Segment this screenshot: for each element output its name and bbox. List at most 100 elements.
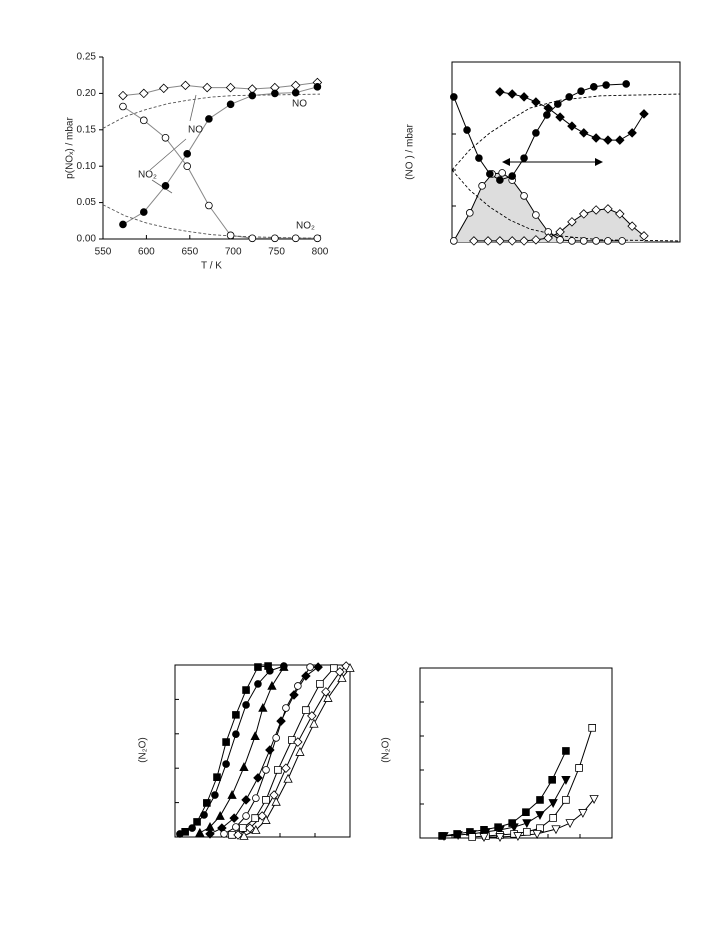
data-point	[226, 100, 235, 109]
data-point	[306, 663, 314, 671]
data-point	[261, 815, 271, 824]
data-point	[549, 814, 557, 822]
x-tick-label: 550	[95, 247, 112, 258]
data-point	[465, 209, 474, 217]
data-point	[575, 764, 583, 772]
annotation: NO	[292, 99, 307, 110]
data-point	[439, 832, 449, 842]
dashed-line	[451, 169, 681, 242]
data-point	[239, 824, 247, 832]
data-point	[205, 115, 213, 123]
data-point	[495, 87, 505, 97]
data-point	[579, 209, 589, 219]
data-point	[176, 830, 184, 838]
data-point	[579, 237, 588, 245]
data-point	[271, 89, 279, 98]
data-point	[622, 80, 630, 88]
data-point	[161, 182, 170, 190]
data-point	[509, 823, 519, 833]
data-point	[588, 724, 596, 732]
y-tick-label: 0.15	[77, 124, 97, 135]
data-point	[228, 831, 236, 839]
data-point	[532, 211, 540, 219]
data-point	[577, 87, 585, 95]
data-point	[556, 236, 564, 244]
data-point	[450, 237, 458, 245]
data-point	[615, 209, 625, 219]
data-point	[603, 135, 613, 145]
data-point	[568, 237, 576, 245]
data-point	[307, 711, 317, 721]
data-point	[222, 738, 230, 746]
data-point	[232, 730, 240, 738]
leader-line	[149, 138, 187, 171]
data-point	[567, 217, 577, 227]
data-point	[316, 680, 324, 688]
data-point	[579, 128, 589, 138]
data-point	[245, 823, 255, 833]
data-point	[295, 746, 305, 756]
data-point	[532, 129, 540, 137]
data-point	[202, 82, 212, 93]
y-axis-label: p(NOₓ) / mbar	[65, 117, 76, 179]
data-point	[253, 773, 263, 783]
data-point	[252, 794, 260, 802]
data-point	[222, 760, 230, 768]
data-point	[272, 734, 280, 742]
data-point	[251, 814, 259, 822]
series-line	[122, 106, 318, 239]
data-point	[291, 88, 300, 97]
x-axis-label: T / K	[201, 261, 222, 272]
data-point	[267, 680, 277, 690]
data-point	[258, 702, 268, 712]
series-line	[122, 86, 318, 225]
data-point	[469, 236, 479, 246]
data-point	[302, 706, 310, 714]
x-tick-label: 650	[181, 247, 198, 258]
data-point	[205, 201, 213, 210]
data-point	[486, 170, 494, 178]
data-point	[522, 808, 530, 816]
data-point	[226, 231, 235, 240]
data-point	[536, 824, 544, 832]
data-point	[139, 88, 149, 99]
data-point	[205, 829, 215, 839]
data-point	[531, 97, 541, 107]
data-point	[239, 762, 249, 771]
data-point	[313, 234, 322, 242]
data-point	[591, 205, 601, 215]
data-point	[341, 661, 351, 671]
shaded-area	[473, 208, 644, 242]
data-point	[548, 799, 558, 809]
data-point	[301, 671, 311, 681]
data-point	[265, 745, 275, 755]
data-point	[158, 83, 169, 94]
data-point	[589, 795, 599, 804]
y-tick-label: 0.10	[77, 161, 97, 172]
data-point	[251, 825, 261, 834]
data-point	[220, 830, 228, 838]
data-point	[535, 811, 545, 820]
data-point	[233, 830, 243, 840]
data-point	[532, 830, 542, 839]
data-point	[463, 126, 471, 134]
data-point	[188, 824, 196, 832]
data-point	[323, 692, 333, 702]
x-tick-label: 700	[225, 247, 242, 258]
data-point	[562, 796, 570, 804]
data-point	[483, 236, 493, 246]
data-point	[555, 227, 565, 237]
series-line	[243, 667, 351, 837]
data-point	[269, 790, 279, 800]
series-line	[472, 727, 593, 838]
data-point	[522, 819, 532, 829]
data-point	[450, 93, 458, 101]
data-point	[508, 172, 516, 180]
data-point	[496, 176, 504, 184]
data-point	[543, 103, 553, 113]
data-point	[602, 81, 610, 89]
data-point	[453, 831, 463, 840]
data-point	[330, 664, 338, 672]
